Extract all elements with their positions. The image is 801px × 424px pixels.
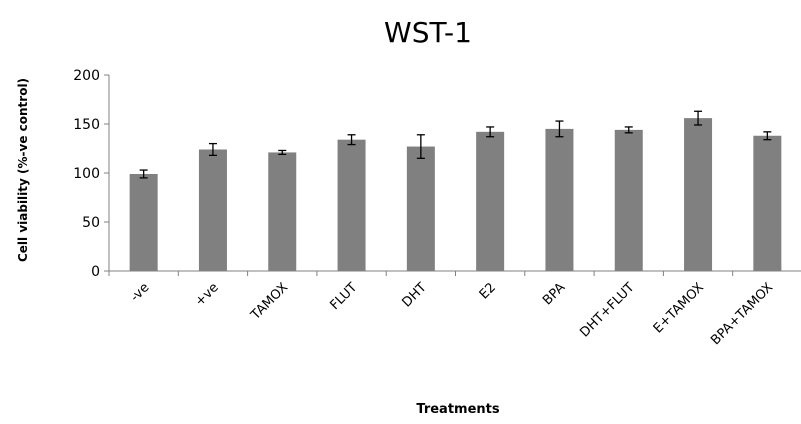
y-tick-label: 0	[91, 264, 100, 280]
y-axis-label: Cell viability (%-ve control)	[16, 78, 30, 262]
x-tick-label: E2	[477, 280, 499, 302]
bar	[614, 129, 643, 271]
x-axis-label: Treatments	[416, 402, 499, 417]
bar	[129, 173, 158, 271]
y-tick-label: 150	[73, 117, 100, 133]
x-tick-label: +ve	[192, 280, 221, 309]
x-tick-label: E+TAMOX	[651, 280, 707, 336]
error-bar	[208, 142, 217, 157]
x-tick-label: BPA	[540, 280, 568, 308]
bar	[684, 118, 713, 272]
error-bar	[763, 131, 772, 141]
y-axis-ticks: 0 50 100 150 200	[73, 68, 109, 280]
error-bar	[624, 126, 633, 134]
error-bar	[278, 149, 287, 156]
x-tick-label: DHT+FLUT	[577, 280, 637, 340]
chart-title: WST-1	[384, 16, 472, 49]
x-axis-ticks: -ve +ve TAMOX FLUT DHT E2 BPA DHT+FLUT E+TAMOX BP…	[108, 271, 776, 348]
bar	[337, 139, 366, 271]
axes	[108, 75, 801, 272]
bar	[198, 149, 227, 271]
x-tick-label: -ve	[128, 280, 153, 305]
x-tick-label: BPA+TAMOX	[708, 280, 776, 348]
y-tick-label: 100	[73, 166, 100, 182]
bar	[406, 146, 435, 271]
error-bar	[139, 169, 148, 179]
bar	[268, 152, 297, 271]
x-tick-label: TAMOX	[248, 280, 291, 323]
bar	[545, 128, 574, 271]
bar	[753, 135, 782, 271]
error-bar	[555, 120, 564, 138]
error-bar	[486, 126, 495, 138]
error-bars	[139, 110, 772, 179]
bar	[476, 131, 505, 271]
bars	[129, 118, 782, 272]
error-bar	[416, 134, 425, 159]
error-bar	[694, 110, 703, 126]
error-bar	[347, 134, 356, 146]
x-tick-label: FLUT	[327, 280, 360, 313]
x-tick-label: DHT	[399, 280, 429, 310]
y-tick-label: 200	[73, 68, 100, 84]
y-tick-label: 50	[82, 215, 100, 231]
